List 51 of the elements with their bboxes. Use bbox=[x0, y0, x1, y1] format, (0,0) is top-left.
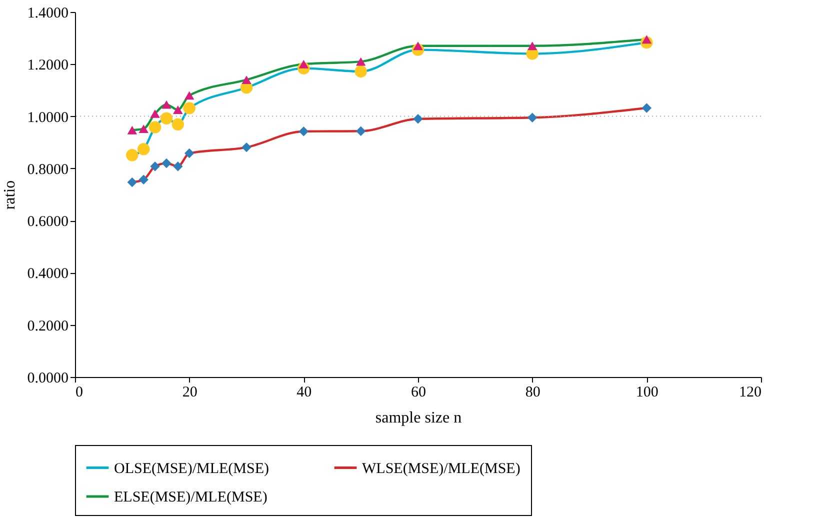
point bbox=[413, 42, 423, 50]
point bbox=[162, 100, 172, 109]
point bbox=[354, 65, 367, 78]
point bbox=[184, 91, 194, 100]
point bbox=[527, 42, 538, 50]
point bbox=[642, 35, 652, 44]
legend-label: WLSE(MSE)/MLE(MSE) bbox=[362, 460, 520, 477]
y-axis-title: ratio bbox=[1, 180, 18, 210]
point bbox=[298, 126, 309, 136]
x-tick-label: 80 bbox=[525, 384, 540, 400]
x-axis-title: sample size n bbox=[375, 410, 462, 426]
point bbox=[148, 121, 162, 134]
x-tick-label: 120 bbox=[739, 384, 762, 400]
point bbox=[184, 148, 194, 158]
point bbox=[138, 174, 148, 185]
y-tick-label: 1.0000 bbox=[27, 110, 68, 126]
point bbox=[413, 114, 423, 124]
legend-label: OLSE(MSE)/MLE(MSE) bbox=[114, 460, 269, 477]
point bbox=[527, 112, 538, 122]
point bbox=[356, 57, 366, 66]
point bbox=[127, 126, 138, 134]
y-tick-label: 0.0000 bbox=[27, 370, 68, 386]
y-tick-label: 0.4000 bbox=[27, 266, 68, 282]
point bbox=[173, 161, 183, 172]
legend-label: ELSE(MSE)/MLE(MSE) bbox=[114, 490, 268, 506]
y-tick-label: 0.6000 bbox=[27, 214, 68, 230]
x-tick-label: 60 bbox=[411, 384, 426, 400]
point bbox=[162, 158, 172, 168]
point bbox=[242, 142, 252, 152]
point bbox=[150, 161, 160, 172]
point bbox=[183, 102, 196, 114]
point bbox=[642, 103, 652, 113]
point bbox=[173, 106, 183, 114]
x-tick-label: 100 bbox=[636, 384, 658, 400]
x-tick-label: 20 bbox=[182, 384, 198, 400]
point bbox=[172, 118, 184, 130]
point bbox=[127, 177, 138, 188]
point bbox=[298, 60, 309, 68]
point bbox=[126, 149, 138, 162]
y-tick-label: 1.2000 bbox=[27, 58, 68, 74]
point bbox=[150, 109, 160, 118]
x-tick-label: 40 bbox=[296, 384, 312, 400]
point bbox=[242, 76, 252, 84]
y-tick-label: 0.8000 bbox=[27, 162, 68, 178]
point bbox=[138, 124, 148, 134]
point bbox=[356, 126, 366, 136]
y-tick-label: 1.4000 bbox=[27, 6, 68, 22]
y-tick-label: 0.2000 bbox=[27, 318, 68, 334]
point bbox=[137, 143, 150, 156]
point bbox=[160, 112, 173, 124]
x-tick-label: 0 bbox=[76, 384, 83, 400]
